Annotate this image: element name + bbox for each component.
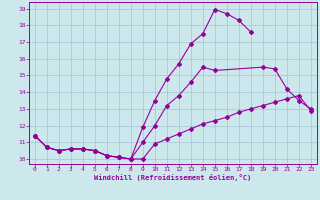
X-axis label: Windchill (Refroidissement éolien,°C): Windchill (Refroidissement éolien,°C): [94, 174, 252, 181]
